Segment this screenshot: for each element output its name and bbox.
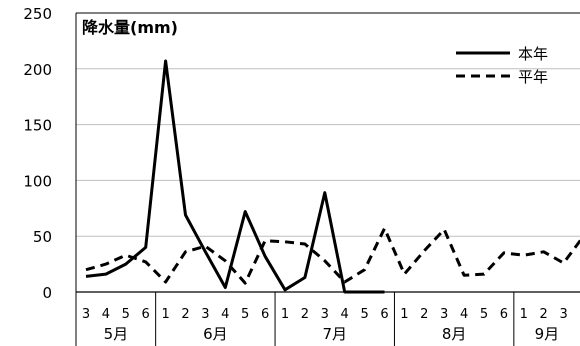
x-tick-label-22: 1 (520, 307, 528, 322)
x-tick-label-24: 3 (559, 307, 567, 322)
y-tick-label-100: 100 (23, 172, 52, 190)
x-tick-label-23: 2 (540, 307, 548, 322)
x-tick-label-15: 6 (380, 307, 388, 322)
month-label-2: 7月 (322, 325, 347, 343)
series-line-1 (85, 226, 580, 285)
x-tick-label-20: 5 (480, 307, 488, 322)
y-tick-label-150: 150 (23, 117, 52, 135)
x-tick-label-5: 2 (181, 307, 189, 322)
y-tick-label-0: 0 (42, 284, 52, 302)
series-layer (85, 59, 580, 294)
legend-label-series-0: 本年 (518, 45, 548, 63)
x-tick-label-14: 5 (360, 307, 368, 322)
chart-title: 降水量(mm) (82, 18, 178, 37)
month-label-1: 6月 (203, 325, 228, 343)
y-tick-label-50: 50 (33, 228, 52, 246)
x-tick-label-13: 4 (341, 307, 349, 322)
legend-label-series-1: 平年 (518, 68, 548, 86)
x-tick-label-19: 4 (460, 307, 468, 322)
legend: 本年 平年 (456, 45, 548, 86)
x-tick-label-7: 4 (221, 307, 229, 322)
x-tick-label-1: 4 (102, 307, 110, 322)
series-line-0 (85, 59, 385, 294)
x-tick-label-0: 3 (82, 307, 90, 322)
x-tick-label-9: 6 (261, 307, 269, 322)
x-tick-label-12: 3 (321, 307, 329, 322)
x-tick-label-10: 1 (281, 307, 289, 322)
x-tick-label-18: 3 (440, 307, 448, 322)
x-tick-label-4: 1 (161, 307, 169, 322)
x-tick-label-6: 3 (201, 307, 209, 322)
month-label-0: 5月 (104, 325, 129, 343)
month-label-4: 9月 (535, 325, 560, 343)
x-tick-label-8: 5 (241, 307, 249, 322)
x-tick-label-3: 6 (142, 307, 150, 322)
x-tick-label-17: 2 (420, 307, 428, 322)
x-tick-label-16: 1 (400, 307, 408, 322)
axis-layer (75, 12, 580, 346)
x-tick-label-11: 2 (301, 307, 309, 322)
x-tick-label-2: 5 (122, 307, 130, 322)
month-label-3: 8月 (442, 325, 467, 343)
y-tick-label-200: 200 (23, 61, 52, 79)
y-tick-label-250: 250 (23, 5, 52, 23)
x-tick-label-21: 6 (500, 307, 508, 322)
